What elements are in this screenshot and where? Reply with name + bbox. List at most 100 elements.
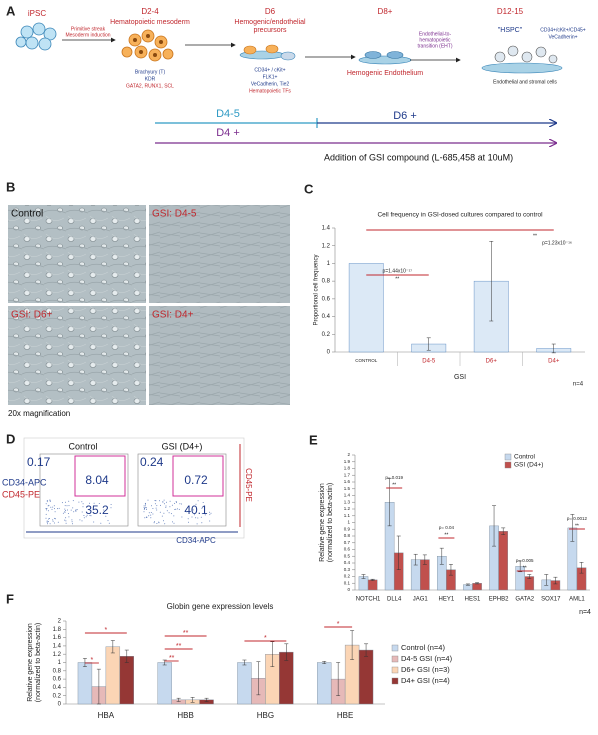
marker: KDR [145,76,156,82]
event-dot [177,508,178,510]
event-dot [181,503,182,505]
arrow-label: Mesoderm induction [65,32,110,38]
x-tick-label: NOTCH1 [356,597,381,603]
y-tick-label: 0.2 [344,574,351,579]
quadrant-value: 0.17 [27,455,51,469]
event-dot [61,502,63,504]
event-dot [58,507,60,509]
event-dot [163,512,165,514]
legend-swatch [391,655,399,663]
nuclei [133,34,163,57]
bar [317,662,332,705]
event-dot [62,512,64,514]
annotation: * [337,621,340,628]
event-dot [66,505,68,507]
y-tick-label: 1.4 [53,643,62,649]
event-dot [57,521,59,523]
y-tick-label: 1.2 [53,652,62,658]
panel-label: E [309,432,318,447]
y-tick-label: 0.4 [53,685,62,691]
y-tick-label: 1 [58,660,62,666]
event-dot [89,502,90,504]
event-dot [100,522,102,524]
event-dot [46,520,48,522]
legend-swatch [504,453,512,461]
micrograph [149,205,290,303]
event-dot [57,508,58,510]
event-dot [52,519,54,521]
y-tick-label: 2 [58,619,62,625]
event-dot [51,508,53,510]
event-dot [179,503,181,505]
event-dot [72,507,74,509]
event-dot [46,509,47,511]
image-label: GSI: D4+ [152,310,194,321]
panel-a: A iPSC Primitive streak Mesoderm inducti… [6,3,586,162]
event-dot [72,500,74,502]
y-tick-label: 0.8 [322,279,331,285]
event-dot [81,511,83,513]
event-dot [64,508,66,510]
event-dot [108,522,110,524]
x-axis-label: GSI [454,374,466,381]
event-dot [169,500,171,502]
x-tick-label: HEY1 [439,597,455,603]
axis-label: CD34-APC [2,477,47,487]
event-dot [150,517,152,519]
x-tick-label: EPHB2 [489,597,509,603]
event-dot [46,501,48,503]
event-dot [174,502,176,504]
annotation: n=4 [573,382,584,388]
y-tick-label: 1.9 [344,459,351,464]
event-dot [65,517,67,519]
event-dot [197,500,199,502]
y-tick-label: 1.1 [344,513,351,518]
event-dot [49,500,51,502]
chart-title: Globin gene expression levels [167,602,274,611]
quadrant-value: 8.04 [85,473,109,487]
event-dot [46,521,48,523]
y-tick-label: 1.6 [344,479,351,484]
y-tick-label: 0.2 [322,332,331,338]
legend-label: GSI (D4+) [514,462,543,469]
event-dot [195,517,197,519]
event-dot [86,514,88,516]
y-tick-label: 1.6 [53,635,62,641]
event-dot [67,513,69,514]
y-tick-label: 0.2 [53,693,62,699]
event-dot [158,521,160,523]
axis-label: CD45-PE [244,468,253,502]
event-dot [49,518,50,519]
event-dot [93,521,95,523]
plot-title: GSI (D4+) [162,441,203,451]
event-dot [209,520,211,522]
panel-d: D Control GSI (D4+) 0.17 8.04 35.2 0.24 … [2,431,253,545]
event-dot [170,513,172,515]
y-tick-label: 0.5 [344,553,351,558]
event-dot [65,522,67,524]
event-dot [172,521,173,523]
event-dot [163,499,165,501]
event-dot [175,501,177,502]
y-axis-label: Relative gene expression [319,483,326,562]
event-dot [202,502,204,503]
panel-label: F [6,591,14,606]
event-dot [186,511,187,513]
event-dot [154,500,156,501]
event-dot [48,504,50,506]
event-dot [81,501,83,503]
event-dot [150,512,152,513]
event-dot [155,507,157,509]
gate [74,455,126,497]
event-dot [201,522,203,524]
event-dot [193,514,195,516]
y-tick-label: 0.6 [344,547,351,552]
event-dot [64,511,66,513]
bar [157,662,172,705]
event-dot [181,516,183,518]
x-tick-label: D6+ [486,359,498,365]
legend-swatch [391,677,399,685]
bar [119,656,134,705]
y-tick-label: 0.6 [53,677,62,683]
y-axis-label: (normalized to beta-actin) [35,623,42,702]
